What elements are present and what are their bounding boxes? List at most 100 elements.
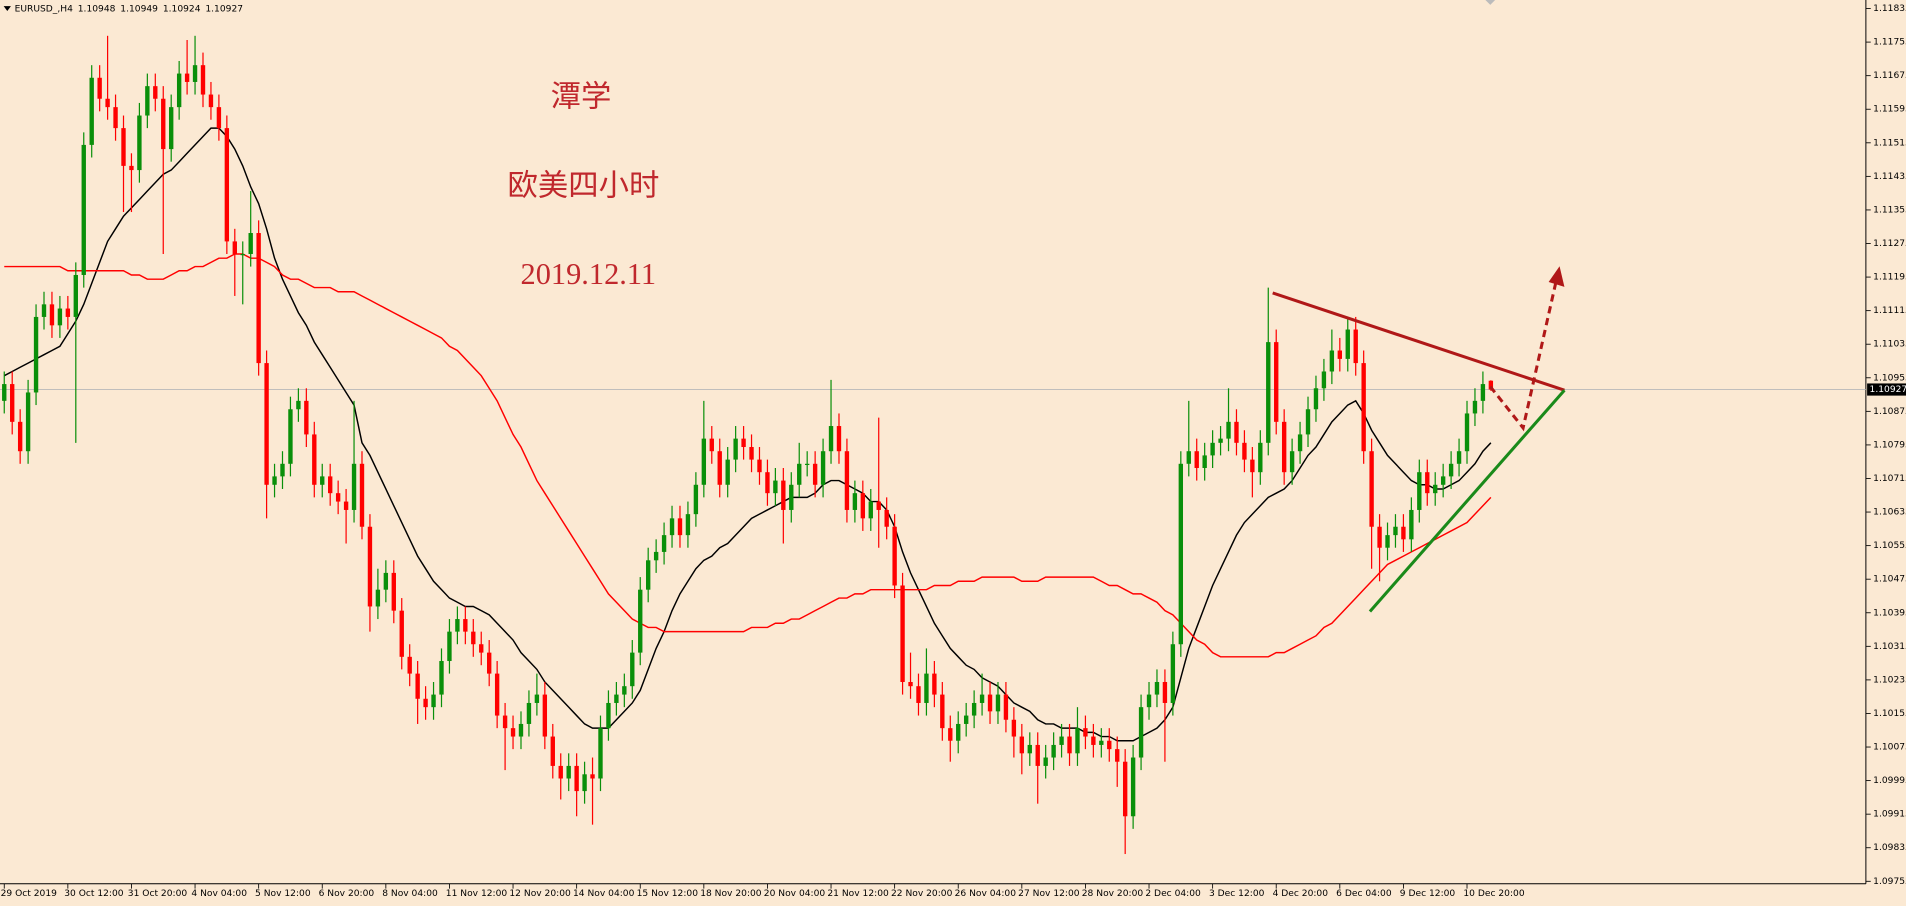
candle-body <box>987 694 993 712</box>
price-label-box <box>1867 383 1906 396</box>
x-tick-label: 20 Nov 04:00 <box>764 889 826 899</box>
candle-body <box>638 589 643 653</box>
candle-body <box>208 94 214 108</box>
x-tick-label: 14 Nov 04:00 <box>573 889 635 899</box>
candle-body <box>1115 749 1120 762</box>
x-tick-label: 9 Dec 12:00 <box>1400 889 1456 899</box>
x-tick-label: 26 Nov 04:00 <box>955 889 1017 899</box>
candle-body <box>399 610 404 657</box>
candle-body <box>1178 463 1184 645</box>
candle-body <box>1242 442 1247 460</box>
candle-body <box>10 384 15 422</box>
x-tick-label: 5 Nov 12:00 <box>255 889 311 899</box>
candle-body <box>1226 421 1231 439</box>
moving-average <box>4 253 1492 658</box>
candle-body <box>1345 329 1350 359</box>
candle-body <box>804 463 810 466</box>
candle-body <box>184 73 190 82</box>
candle-body <box>1480 384 1486 401</box>
candle-body <box>828 426 834 452</box>
candle-body <box>1218 438 1223 443</box>
candle-body <box>1297 434 1303 452</box>
y-tick-label: 1.10395 <box>1873 608 1906 618</box>
candle-body <box>1051 744 1056 758</box>
candle-body <box>1011 719 1017 737</box>
header-value: 1.10924 <box>163 4 201 14</box>
candle-body <box>224 128 230 242</box>
candle-body <box>439 661 444 695</box>
candle-body <box>367 526 373 607</box>
candle-body <box>622 686 627 695</box>
candle-body <box>614 694 619 703</box>
candle-body <box>1409 509 1414 540</box>
candle-body <box>479 644 484 653</box>
candle-body <box>598 728 603 779</box>
candle-body <box>1083 728 1088 737</box>
candle-body <box>566 765 571 779</box>
candle-body <box>1122 761 1128 817</box>
y-tick-label: 1.10555 <box>1873 541 1906 551</box>
candle-body <box>1337 350 1343 359</box>
candle-body <box>749 447 754 460</box>
candle-body <box>256 233 261 364</box>
candle-body <box>1091 736 1096 745</box>
arrow-head <box>1548 266 1565 287</box>
candle-body <box>192 65 198 82</box>
candle-body <box>932 673 937 695</box>
candle-body <box>844 451 850 510</box>
candle-body <box>57 308 63 326</box>
candle-body <box>1107 740 1112 750</box>
candle-body <box>375 589 381 607</box>
annotation: 欧美四小时 <box>508 168 660 202</box>
candle-body <box>1170 644 1176 703</box>
candle-body <box>773 480 778 494</box>
candle-body <box>1488 380 1494 390</box>
candle-body <box>1266 342 1271 443</box>
y-tick-label: 1.09755 <box>1873 877 1906 887</box>
x-tick-label: 27 Nov 12:00 <box>1018 889 1080 899</box>
candle-body <box>351 463 357 510</box>
drawings <box>3 0 1566 613</box>
x-tick-label: 3 Dec 12:00 <box>1209 889 1265 899</box>
candle-body <box>1202 455 1207 468</box>
y-tick-label: 1.10155 <box>1873 709 1906 719</box>
candle-body <box>129 165 134 171</box>
y-tick-label: 1.10475 <box>1873 575 1906 585</box>
candle-body <box>1313 388 1319 410</box>
candle-body <box>25 392 31 452</box>
candle-body <box>948 728 953 741</box>
candle-body <box>320 476 325 485</box>
candle-body <box>1258 442 1263 473</box>
candle-body <box>1274 342 1279 422</box>
candle-body <box>1377 526 1382 548</box>
y-tick-label: 1.10315 <box>1873 642 1906 652</box>
candle-body <box>288 409 293 464</box>
header-value: 1.10927 <box>205 4 243 14</box>
candle-body <box>995 694 1001 712</box>
candle-body <box>582 774 587 792</box>
candle-body <box>343 501 349 510</box>
candle-body <box>359 463 365 527</box>
candle-body <box>1194 451 1199 468</box>
candle-body <box>653 551 659 561</box>
candle-body <box>1027 744 1032 754</box>
candle-body <box>137 115 142 171</box>
candle-body <box>1353 329 1358 364</box>
candle-body <box>526 702 532 724</box>
candle-body <box>1154 681 1160 695</box>
candle-body <box>971 702 977 716</box>
candle-body <box>1067 736 1072 754</box>
candle-body <box>1385 535 1390 548</box>
candle-body <box>280 463 285 477</box>
candle-body <box>232 241 237 254</box>
candle-body <box>304 400 309 435</box>
y-tick-label: 1.10075 <box>1873 743 1906 753</box>
candle-body <box>542 694 548 737</box>
candle-body <box>1321 371 1327 389</box>
candle-body <box>81 144 86 275</box>
candle-body <box>1035 744 1040 766</box>
candle-body <box>1425 472 1430 494</box>
